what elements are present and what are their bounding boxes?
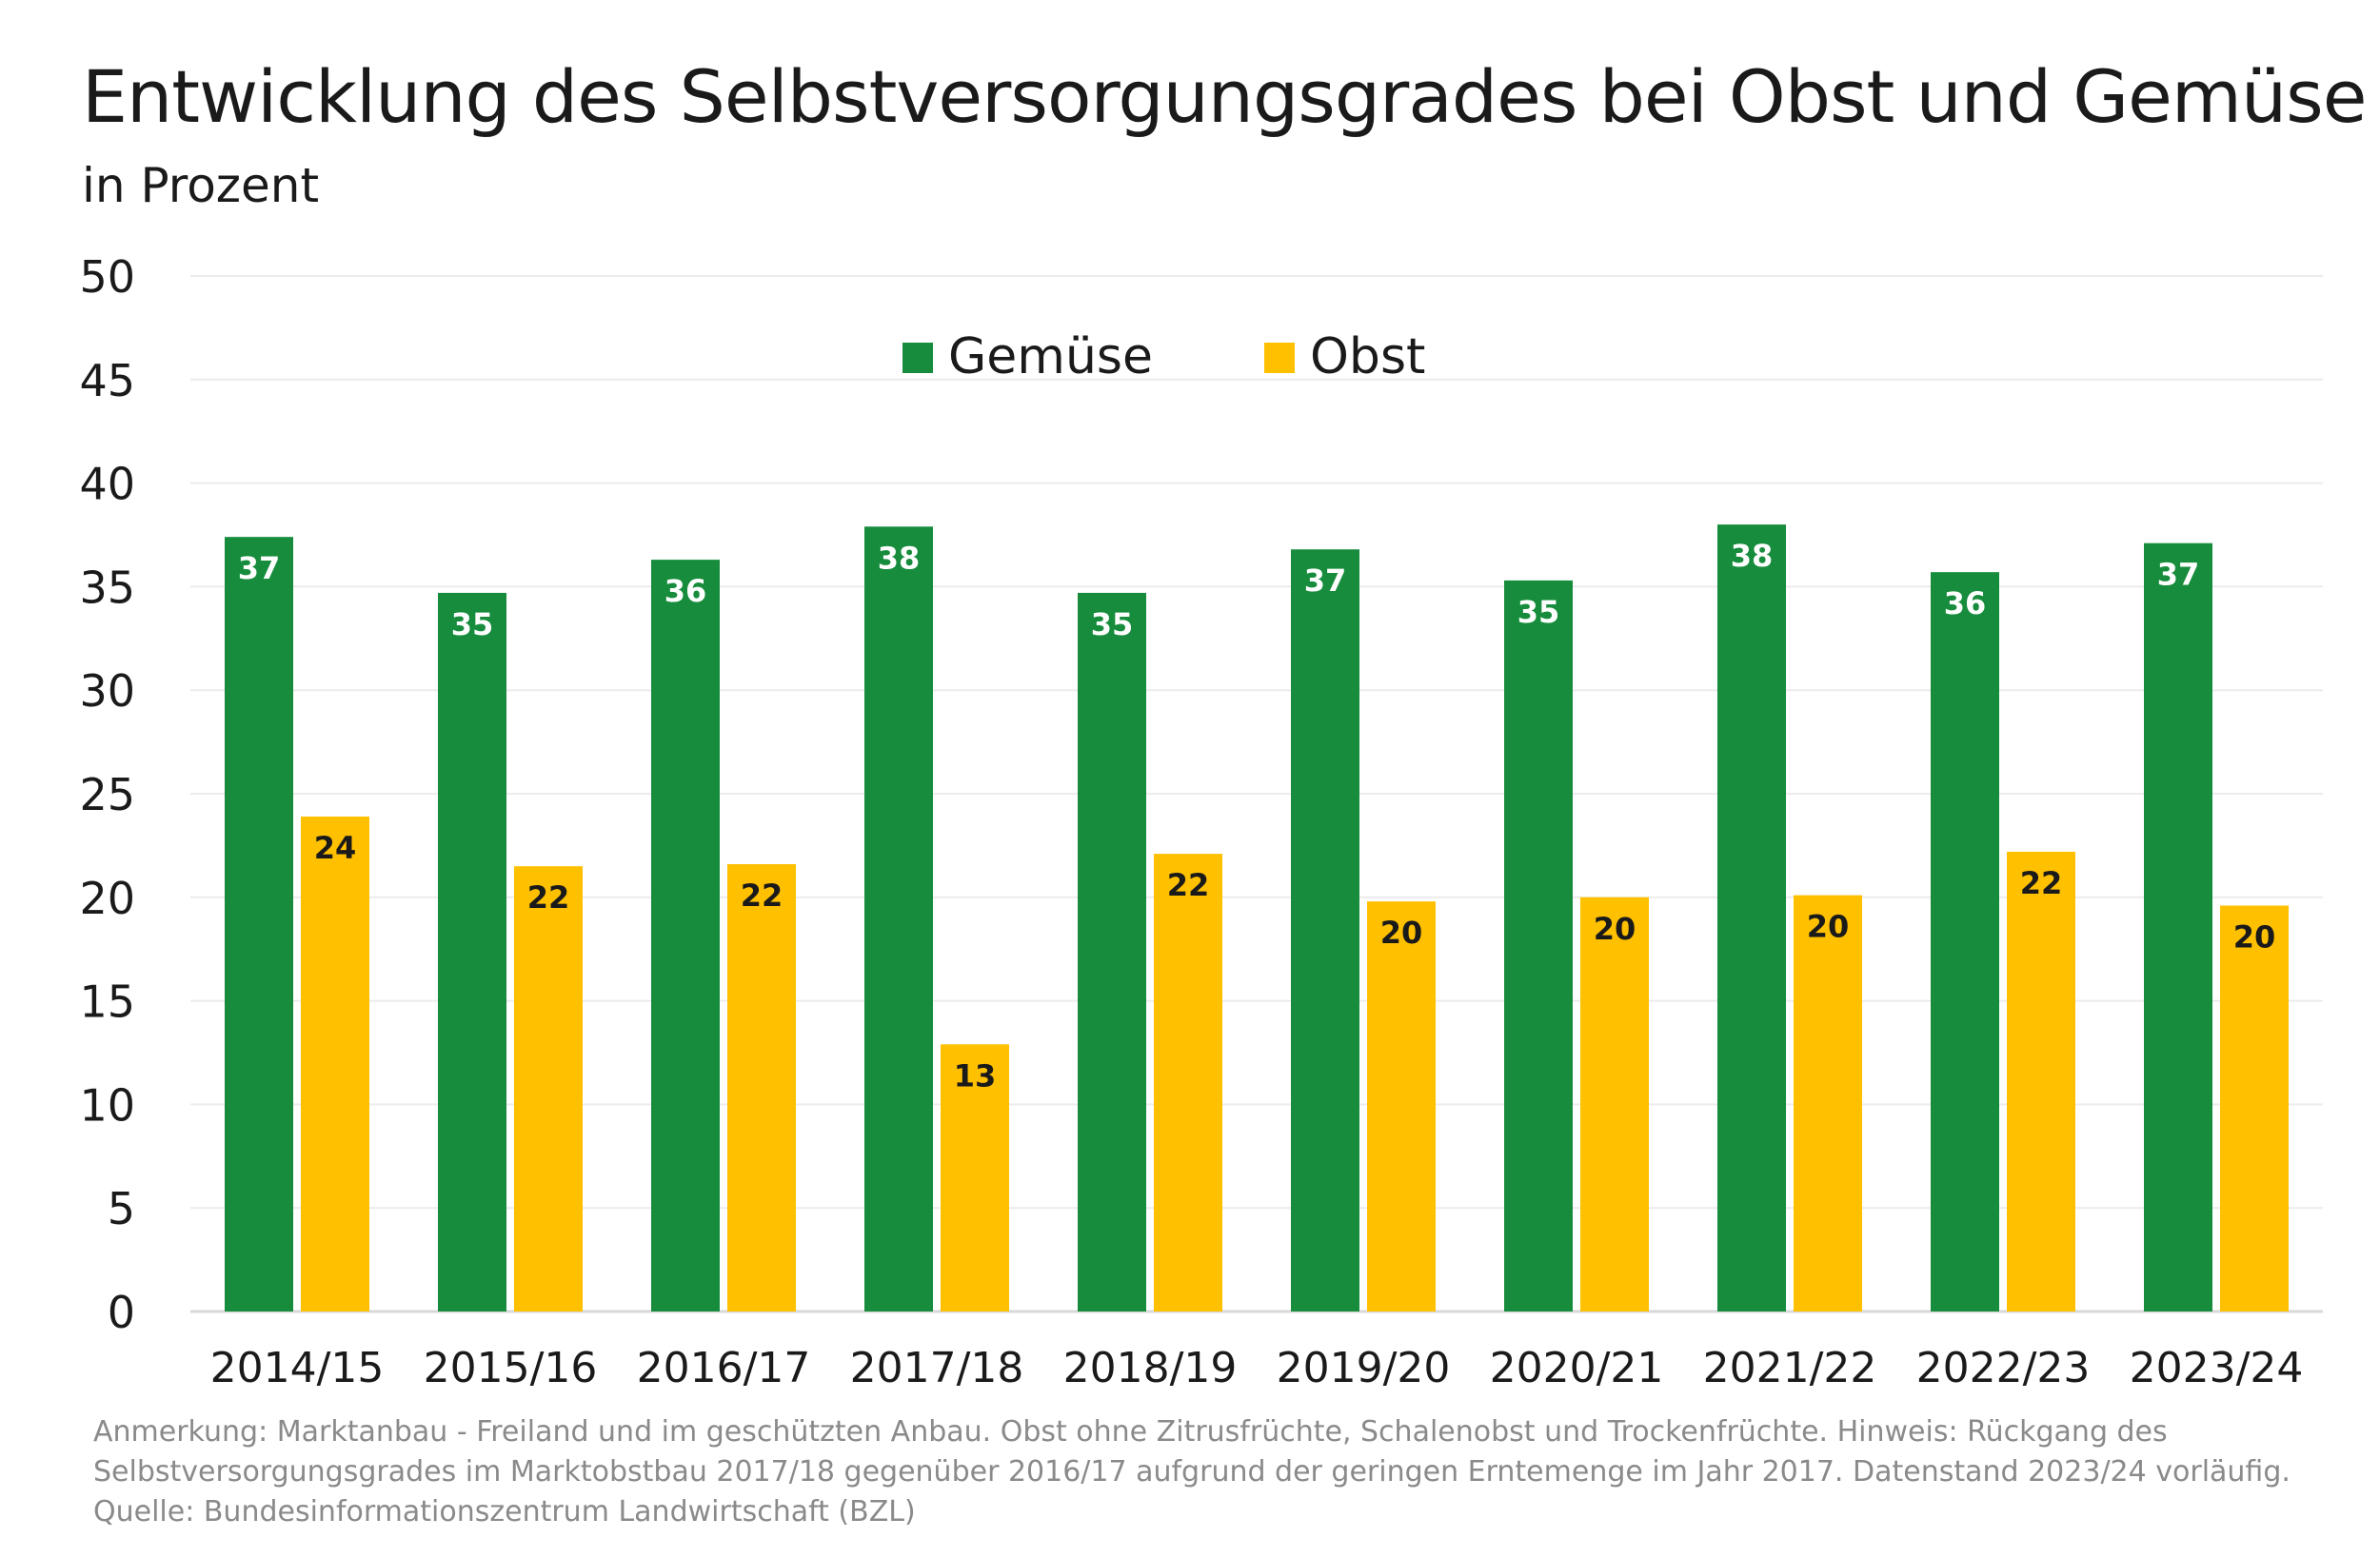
data-label: 22 — [2020, 865, 2063, 901]
x-tick-label: 2023/24 — [2130, 1344, 2304, 1392]
x-tick-label: 2016/17 — [637, 1344, 811, 1392]
bar-gemuese — [1078, 592, 1146, 1311]
data-label: 20 — [1380, 915, 1423, 951]
data-label: 35 — [1091, 606, 1134, 642]
bar-obst — [1154, 854, 1222, 1311]
x-axis-tick-labels: 2014/15 2015/16 2016/17 2017/18 2018/19 2019/… — [210, 1344, 2304, 1392]
bar-groups: 37 24 35 22 36 22 38 13 35 22 37 20 35 20 38 20 36 22 37 20 — [225, 524, 2289, 1311]
data-label: 22 — [741, 878, 783, 914]
bar-gemuese — [2144, 542, 2212, 1311]
bar-group: 35 20 — [1504, 580, 1649, 1311]
footnote-line-2: Selbstversorgungsgrades im Marktobstbau … — [93, 1455, 2291, 1489]
y-tick-label: 5 — [108, 1183, 135, 1234]
x-tick-label: 2018/19 — [1063, 1344, 1238, 1392]
legend-swatch-gemuese — [902, 343, 933, 373]
legend-swatch-obst — [1264, 343, 1295, 373]
data-label: 37 — [1304, 562, 1347, 599]
data-label: 20 — [2233, 919, 2276, 956]
data-label: 22 — [527, 879, 570, 916]
chart-footnote: Anmerkung: Marktanbau - Freiland und im … — [93, 1412, 2291, 1532]
bar-gemuese — [651, 560, 720, 1311]
bar-obst — [941, 1044, 1009, 1311]
bar-obst — [1794, 895, 1862, 1311]
bar-group: 35 22 — [1078, 592, 1222, 1311]
y-tick-label: 35 — [79, 562, 135, 613]
grid-lines — [190, 275, 2323, 1313]
bar-gemuese — [225, 537, 293, 1311]
chart-title: Entwicklung des Selbstversorgungsgrades … — [82, 54, 2367, 139]
x-tick-label: 2015/16 — [424, 1344, 598, 1392]
y-tick-label: 45 — [79, 355, 135, 406]
y-tick-label: 0 — [108, 1287, 135, 1338]
data-label: 24 — [314, 830, 357, 866]
data-label: 35 — [1517, 594, 1560, 630]
bar-gemuese — [1717, 524, 1786, 1311]
legend: Gemüse Obst — [902, 328, 1425, 385]
bar-group: 38 20 — [1717, 524, 1862, 1311]
y-tick-label: 25 — [79, 769, 135, 820]
data-label: 20 — [1807, 909, 1850, 945]
bar-obst — [301, 816, 369, 1311]
data-label: 37 — [2157, 557, 2200, 593]
data-label: 36 — [1944, 585, 1987, 621]
x-tick-label: 2020/21 — [1490, 1344, 1664, 1392]
x-tick-label: 2017/18 — [850, 1344, 1024, 1392]
bar-obst — [727, 863, 796, 1311]
bar-obst — [2007, 851, 2075, 1311]
x-tick-label: 2022/23 — [1916, 1344, 2091, 1392]
y-tick-label: 10 — [79, 1079, 135, 1131]
data-label: 38 — [878, 540, 921, 576]
bar-obst — [2220, 905, 2289, 1311]
y-tick-label: 40 — [79, 459, 135, 510]
bar-gemuese — [1291, 549, 1359, 1311]
source-note: Quelle: Bundesinformationszentrum Landwi… — [93, 1495, 916, 1528]
y-tick-label: 20 — [79, 873, 135, 924]
bar-group: 35 22 — [438, 592, 583, 1311]
legend-label-obst: Obst — [1310, 328, 1425, 385]
y-tick-label: 15 — [79, 976, 135, 1028]
bar-gemuese — [1931, 572, 1999, 1311]
bar-gemuese — [438, 592, 506, 1311]
data-label: 13 — [954, 1057, 997, 1094]
bar-obst — [1367, 901, 1436, 1311]
bar-gemuese — [864, 526, 933, 1311]
x-tick-label: 2021/22 — [1703, 1344, 1877, 1392]
data-label: 22 — [1167, 867, 1210, 903]
data-label: 38 — [1731, 538, 1774, 574]
chart-subtitle: in Prozent — [82, 158, 320, 213]
y-tick-label: 50 — [79, 251, 135, 303]
y-tick-label: 30 — [79, 665, 135, 717]
bar-group: 38 13 — [864, 526, 1009, 1311]
x-tick-label: 2019/20 — [1277, 1344, 1451, 1392]
legend-label-gemuese: Gemüse — [948, 328, 1153, 385]
data-label: 20 — [1594, 911, 1636, 947]
footnote-line-1: Anmerkung: Marktanbau - Freiland und im … — [93, 1415, 2168, 1449]
bar-obst — [1580, 897, 1649, 1311]
data-label: 36 — [664, 573, 707, 609]
y-axis-tick-labels: 0 5 10 15 20 25 30 35 40 45 50 — [79, 251, 135, 1338]
data-label: 35 — [451, 606, 494, 642]
bar-group: 37 20 — [1291, 549, 1436, 1311]
data-label: 37 — [238, 550, 281, 586]
bar-obst — [514, 866, 583, 1311]
bar-group: 37 24 — [225, 537, 369, 1311]
bar-gemuese — [1504, 580, 1573, 1311]
bar-group: 37 20 — [2144, 542, 2289, 1311]
x-tick-label: 2014/15 — [210, 1344, 385, 1392]
bar-group: 36 22 — [1931, 572, 2075, 1311]
bar-group: 36 22 — [651, 560, 796, 1311]
